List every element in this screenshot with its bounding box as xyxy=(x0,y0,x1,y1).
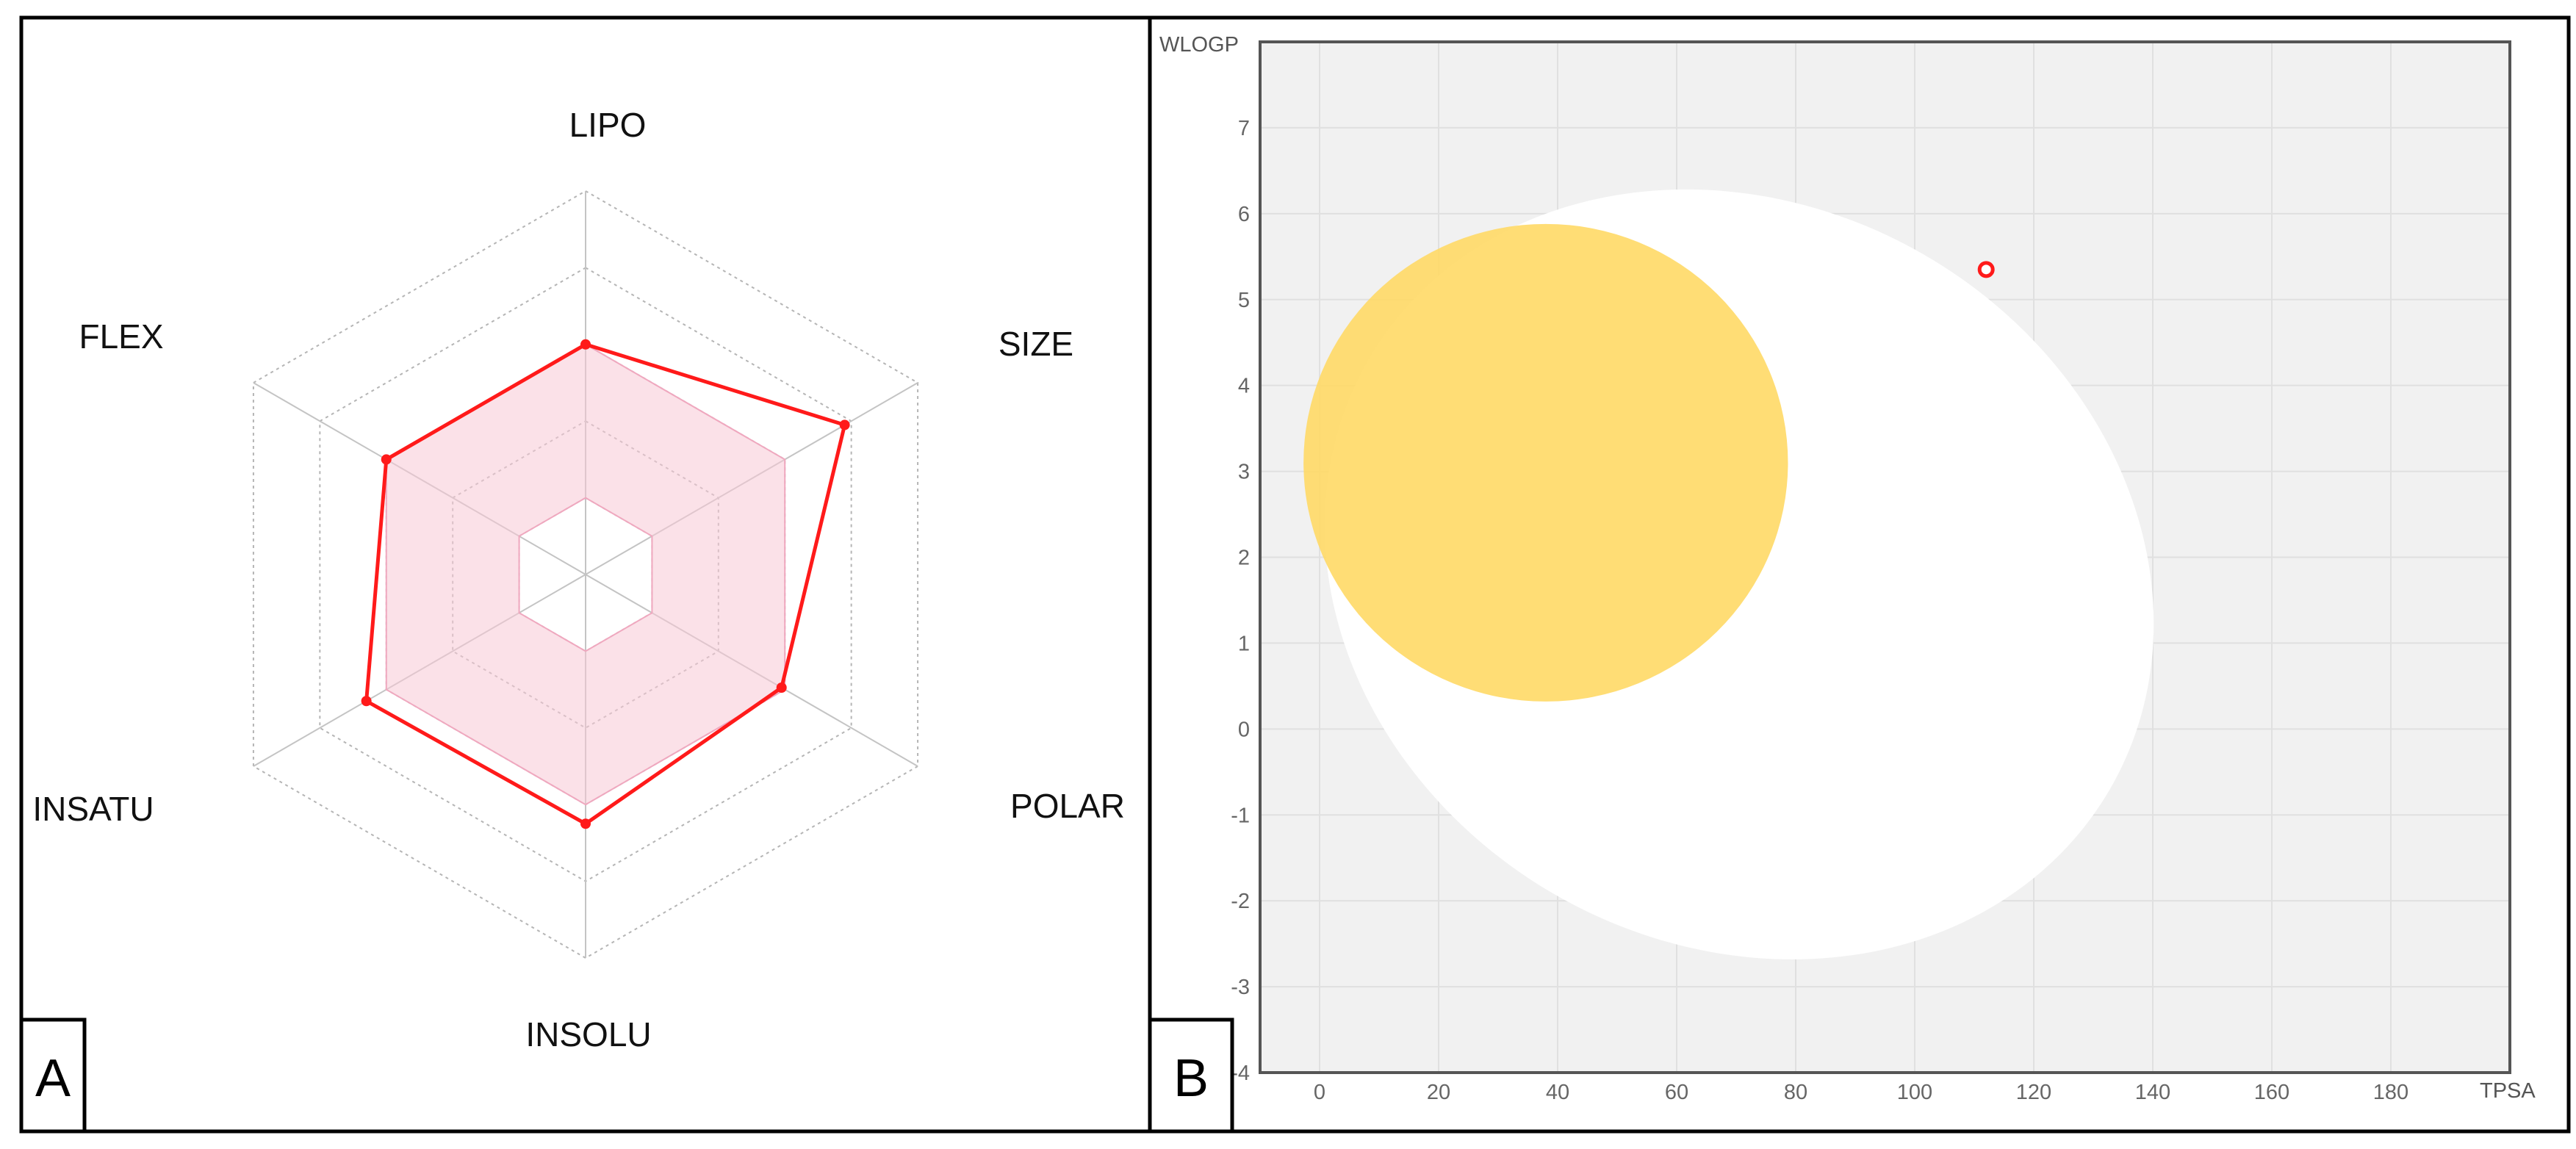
panel-b-letter-box xyxy=(1148,1017,1234,1134)
x-tick-label: 60 xyxy=(1665,1081,1688,1104)
axis-label-polar: POLAR xyxy=(1010,787,1125,825)
y-tick-label: 2 xyxy=(1238,547,1250,570)
radar-point-insolu xyxy=(580,818,591,829)
panel-b-letter: B xyxy=(1173,1049,1209,1108)
x-tick-label: 0 xyxy=(1314,1081,1325,1104)
axis-label-size: SIZE xyxy=(999,325,1073,363)
y-tick-label: 1 xyxy=(1238,632,1250,655)
x-axis-title: TPSA xyxy=(2480,1079,2536,1103)
y-tick-label: 7 xyxy=(1238,117,1250,140)
radar-point-insatu xyxy=(361,696,372,707)
radar-point-polar xyxy=(776,682,787,693)
radar-chart: LIPO SIZE POLAR INSOLU INSATU FLEX xyxy=(32,106,1125,1053)
x-tick-label: 80 xyxy=(1784,1081,1807,1104)
radar-point-lipo xyxy=(580,339,591,350)
x-tick-label: 120 xyxy=(2016,1081,2051,1104)
y-tick-label: -4 xyxy=(1231,1062,1250,1085)
y-tick-label: 3 xyxy=(1238,461,1250,484)
axis-label-flex: FLEX xyxy=(79,317,163,356)
y-tick-labels: 7 6 5 4 3 2 1 0 -1 -2 -3 -4 xyxy=(1231,117,1250,1085)
molecule-points xyxy=(1977,261,1995,278)
y-tick-label: -3 xyxy=(1231,976,1250,999)
yolk-region xyxy=(1303,223,1788,702)
x-tick-label: 160 xyxy=(2254,1081,2289,1104)
axis-label-lipo: LIPO xyxy=(569,106,647,144)
y-tick-label: 4 xyxy=(1238,375,1250,398)
x-tick-label: 100 xyxy=(1897,1081,1932,1104)
radar-point-size xyxy=(839,419,850,431)
y-tick-label: 6 xyxy=(1238,203,1250,226)
axis-label-insatu: INSATU xyxy=(32,790,154,828)
x-tick-label: 40 xyxy=(1546,1081,1569,1104)
compound-profile-points xyxy=(361,339,850,829)
panel-a-letter: A xyxy=(35,1049,71,1108)
x-tick-labels: 0 20 40 60 80 100 120 140 160 180 xyxy=(1314,1081,2408,1104)
radar-point-flex xyxy=(381,454,392,465)
plot-border xyxy=(1259,40,2511,1074)
molecule-point xyxy=(1977,261,1995,278)
x-tick-label: 180 xyxy=(2373,1081,2408,1104)
y-tick-label: 5 xyxy=(1238,289,1250,312)
panel-a-letter-box xyxy=(19,1017,87,1134)
y-tick-label: -1 xyxy=(1231,804,1250,827)
scatter-chart: 0 20 40 60 80 100 120 140 160 180 7 6 5 4 3 2 1 0 -1 -2 -3 -… xyxy=(1159,33,2536,1104)
y-tick-label: -2 xyxy=(1231,890,1250,913)
x-tick-label: 20 xyxy=(1427,1081,1450,1104)
y-tick-label: 0 xyxy=(1238,718,1250,741)
y-axis-title: WLOGP xyxy=(1159,33,1239,57)
x-tick-label: 140 xyxy=(2135,1081,2170,1104)
axis-label-insolu: INSOLU xyxy=(525,1015,651,1053)
